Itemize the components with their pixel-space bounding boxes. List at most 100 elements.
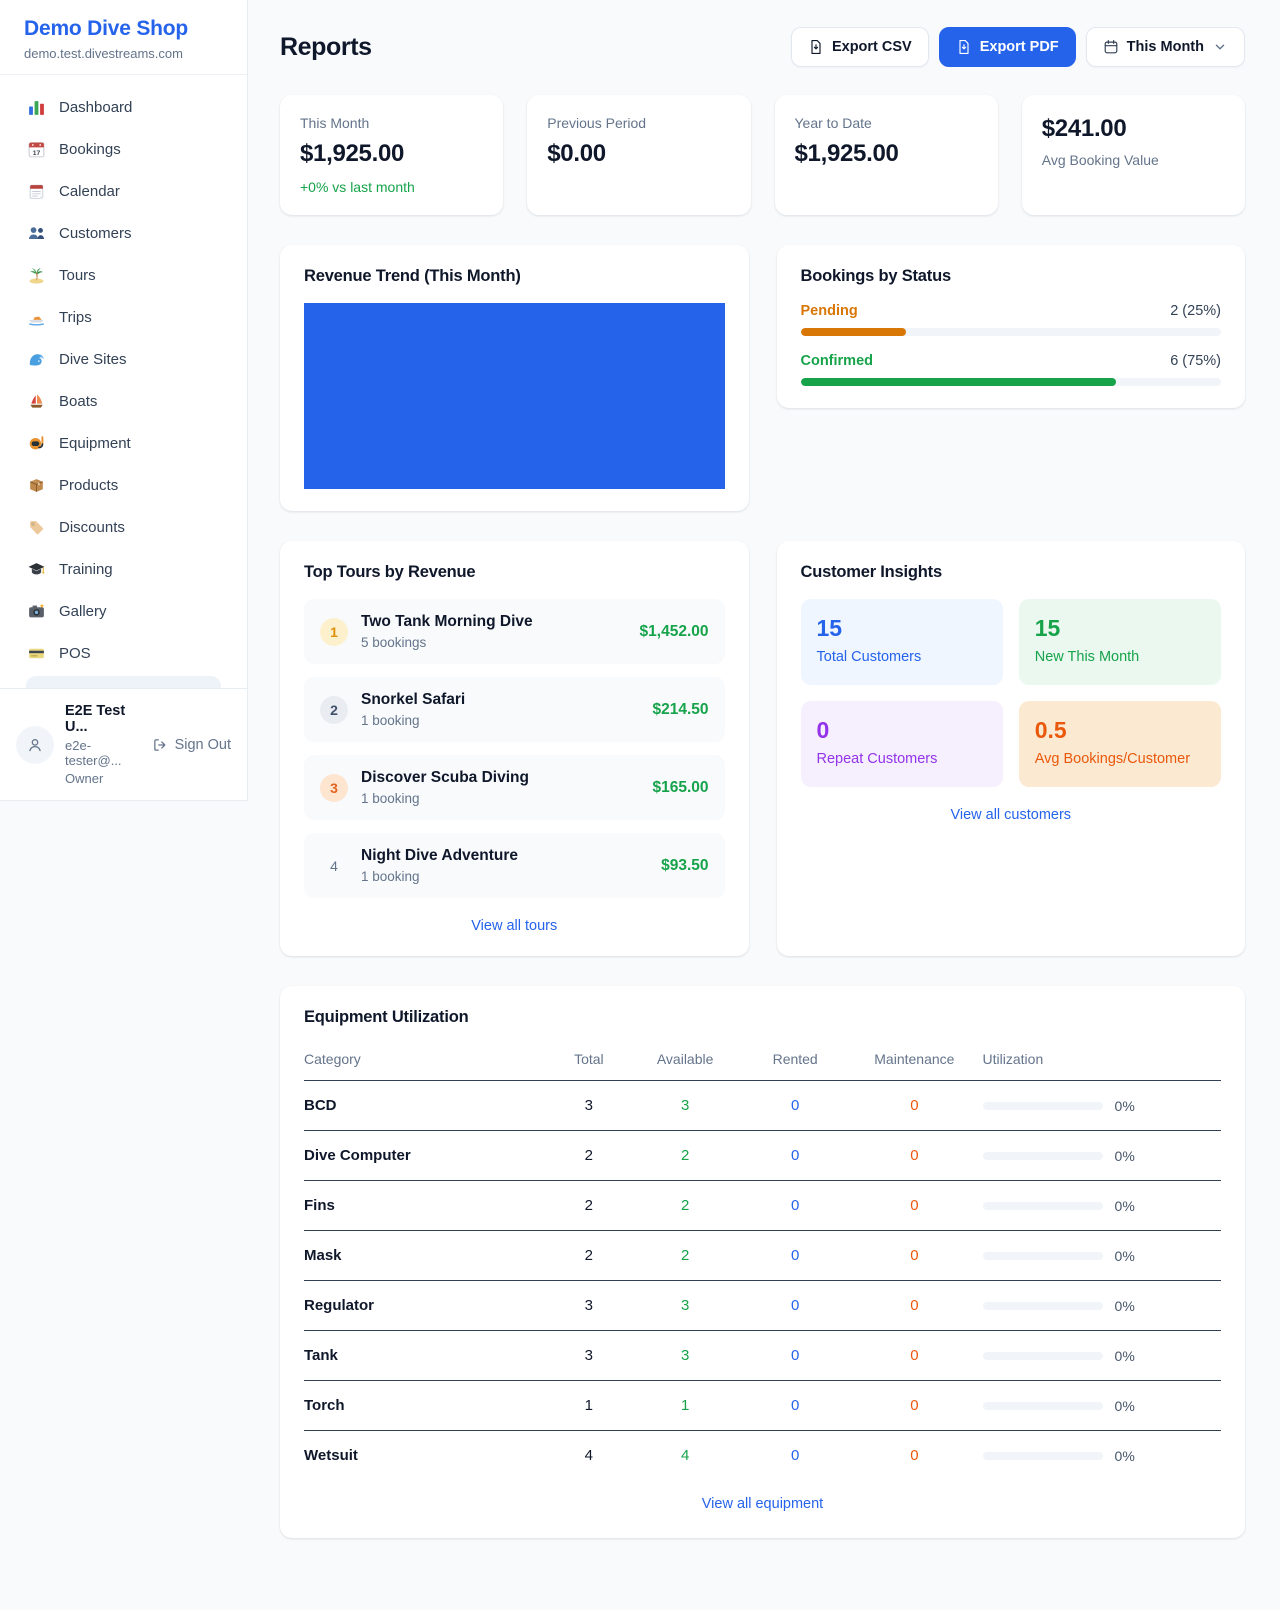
sidebar-item-label: Gallery xyxy=(59,602,107,620)
tour-name: Snorkel Safari xyxy=(361,691,466,708)
column-header: Maintenance xyxy=(854,1039,983,1081)
stat-value: $241.00 xyxy=(1041,115,1127,142)
tour-bookings: 1 booking xyxy=(361,791,420,806)
page-title: Reports xyxy=(280,32,372,61)
rented-cell: 0 xyxy=(744,1180,855,1231)
stat-value: $1,925.00 xyxy=(300,140,405,167)
file-download-icon xyxy=(811,40,821,54)
utilization-track xyxy=(982,1151,1103,1160)
category-cell: Wetsuit xyxy=(304,1447,358,1464)
period-select[interactable]: This Month xyxy=(1085,27,1245,67)
list-item: 2 Snorkel Safari 1 booking $214.50 xyxy=(304,677,725,742)
sidebar-item-equipment[interactable]: Equipment xyxy=(14,424,233,462)
sidebar-item-bookings[interactable]: 17 Bookings xyxy=(14,130,233,168)
rank-badge: 1 xyxy=(320,617,348,646)
file-download-icon xyxy=(959,40,969,54)
total-cell: 4 xyxy=(584,1447,594,1464)
sidebar-item-trips[interactable]: Trips xyxy=(14,298,233,336)
tour-name: Night Dive Adventure xyxy=(361,847,519,864)
sidebar: Demo Dive Shop demo.test.divestreams.com… xyxy=(0,0,248,801)
sidebar-item-gallery[interactable]: Gallery xyxy=(14,592,233,630)
tour-name: Discover Scuba Diving xyxy=(361,769,529,786)
tile-repeat-customers: 0 Repeat Customers xyxy=(800,701,1003,787)
view-all-equipment-link[interactable]: View all equipment xyxy=(701,1496,824,1512)
utilization-track xyxy=(982,1101,1103,1110)
sidebar-item-products[interactable]: Products xyxy=(14,466,233,504)
category-cell: Dive Computer xyxy=(304,1130,552,1181)
sidebar-item-training[interactable]: Training xyxy=(14,550,233,588)
tour-amount: $1,452.00 xyxy=(639,622,709,640)
utilization-cell: 0% xyxy=(982,1280,1221,1331)
sidebar-item-dashboard[interactable]: Dashboard xyxy=(14,88,233,126)
status-label: Pending xyxy=(800,303,858,319)
progress-fill xyxy=(800,328,906,336)
customer-insights-card: Customer Insights 15 Total Customers 15 … xyxy=(776,541,1245,956)
dive-mask-icon xyxy=(26,433,46,453)
utilization-cell: 0% xyxy=(982,1180,1221,1231)
utilization-track xyxy=(982,1351,1103,1360)
stat-value: $1,925.00 xyxy=(794,140,899,167)
sidebar-item-customers[interactable]: Customers xyxy=(14,214,233,252)
utilization-pct: 0% xyxy=(1114,1447,1135,1464)
column-header: Available xyxy=(634,1039,745,1081)
view-all-customers-link[interactable]: View all customers xyxy=(950,807,1072,823)
user-name: E2E Test U... xyxy=(65,703,126,735)
top-tours-card: Top Tours by Revenue 1 Two Tank Morning … xyxy=(280,541,749,956)
sidebar-item-boats[interactable]: Boats xyxy=(14,382,233,420)
sidebar-item-label: Dashboard xyxy=(59,98,133,116)
table-header-row: Category Total Available Rented Maintena… xyxy=(304,1039,1221,1081)
sidebar-item-discounts[interactable]: Discounts xyxy=(14,508,233,546)
maintenance-cell: 0 xyxy=(854,1130,983,1181)
export-pdf-button[interactable]: Export PDF xyxy=(938,27,1076,67)
available-cell: 2 xyxy=(634,1230,745,1281)
table-row: Mask 2 2 0 0 0% xyxy=(304,1230,1221,1281)
user-role: Owner xyxy=(65,771,104,786)
tile-value: 0.5 xyxy=(1034,717,1067,743)
view-all-tours-link[interactable]: View all tours xyxy=(471,918,558,934)
available-cell: 1 xyxy=(634,1380,745,1431)
export-csv-button[interactable]: Export CSV xyxy=(790,27,929,67)
table-row: Dive Computer 2 2 0 0 0% xyxy=(304,1130,1221,1181)
utilization-track xyxy=(982,1301,1103,1310)
utilization-track xyxy=(982,1451,1103,1460)
table-row: Wetsuit 4 4 0 0 0% xyxy=(304,1431,1221,1481)
maintenance-cell: 0 xyxy=(910,1447,919,1464)
sign-out-button[interactable]: Sign Out xyxy=(152,737,231,753)
header-actions: Export CSV Export PDF This Month xyxy=(790,27,1245,67)
page-header: Reports Export CSV Export PDF This Month xyxy=(280,27,1245,67)
rented-cell: 0 xyxy=(744,1080,855,1131)
total-cell: 3 xyxy=(551,1330,635,1381)
utilization-track xyxy=(982,1251,1103,1260)
stat-label: Avg Booking Value xyxy=(1041,152,1159,168)
stat-label: Year to Date xyxy=(794,115,872,131)
rented-cell: 0 xyxy=(790,1447,800,1464)
sidebar-item-calendar[interactable]: Calendar xyxy=(14,172,233,210)
available-cell: 3 xyxy=(634,1080,745,1131)
utilization-pct: 0% xyxy=(1114,1147,1135,1164)
rank-badge: 2 xyxy=(320,695,348,724)
stat-label: This Month xyxy=(300,115,370,131)
brand-domain: demo.test.divestreams.com xyxy=(24,46,183,61)
maintenance-cell: 0 xyxy=(854,1180,983,1231)
rented-cell: 0 xyxy=(744,1380,855,1431)
total-cell: 1 xyxy=(551,1380,635,1431)
tour-list: 1 Two Tank Morning Dive 5 bookings $1,45… xyxy=(304,599,725,898)
export-csv-label: Export CSV xyxy=(831,39,912,55)
tile-label: Repeat Customers xyxy=(816,751,938,767)
tile-value: 15 xyxy=(816,615,843,641)
sign-out-label: Sign Out xyxy=(174,736,231,753)
maintenance-cell: 0 xyxy=(854,1280,983,1331)
sidebar-item-label: Training xyxy=(59,560,113,578)
sidebar-item-tours[interactable]: Tours xyxy=(14,256,233,294)
category-cell: Torch xyxy=(304,1380,552,1431)
calendar-pad-icon xyxy=(26,181,46,201)
tour-bookings: 1 booking xyxy=(361,869,420,884)
sidebar-item-label: Equipment xyxy=(59,434,131,452)
utilization-track xyxy=(982,1401,1103,1410)
sidebar-item-pos[interactable]: POS xyxy=(14,634,233,672)
status-label: Confirmed xyxy=(800,353,874,369)
sidebar-item-label: Bookings xyxy=(59,140,121,158)
sidebar-item-dive-sites[interactable]: Dive Sites xyxy=(14,340,233,378)
progress-track xyxy=(800,378,1221,386)
sidebar-item-label: Customers xyxy=(59,224,132,242)
